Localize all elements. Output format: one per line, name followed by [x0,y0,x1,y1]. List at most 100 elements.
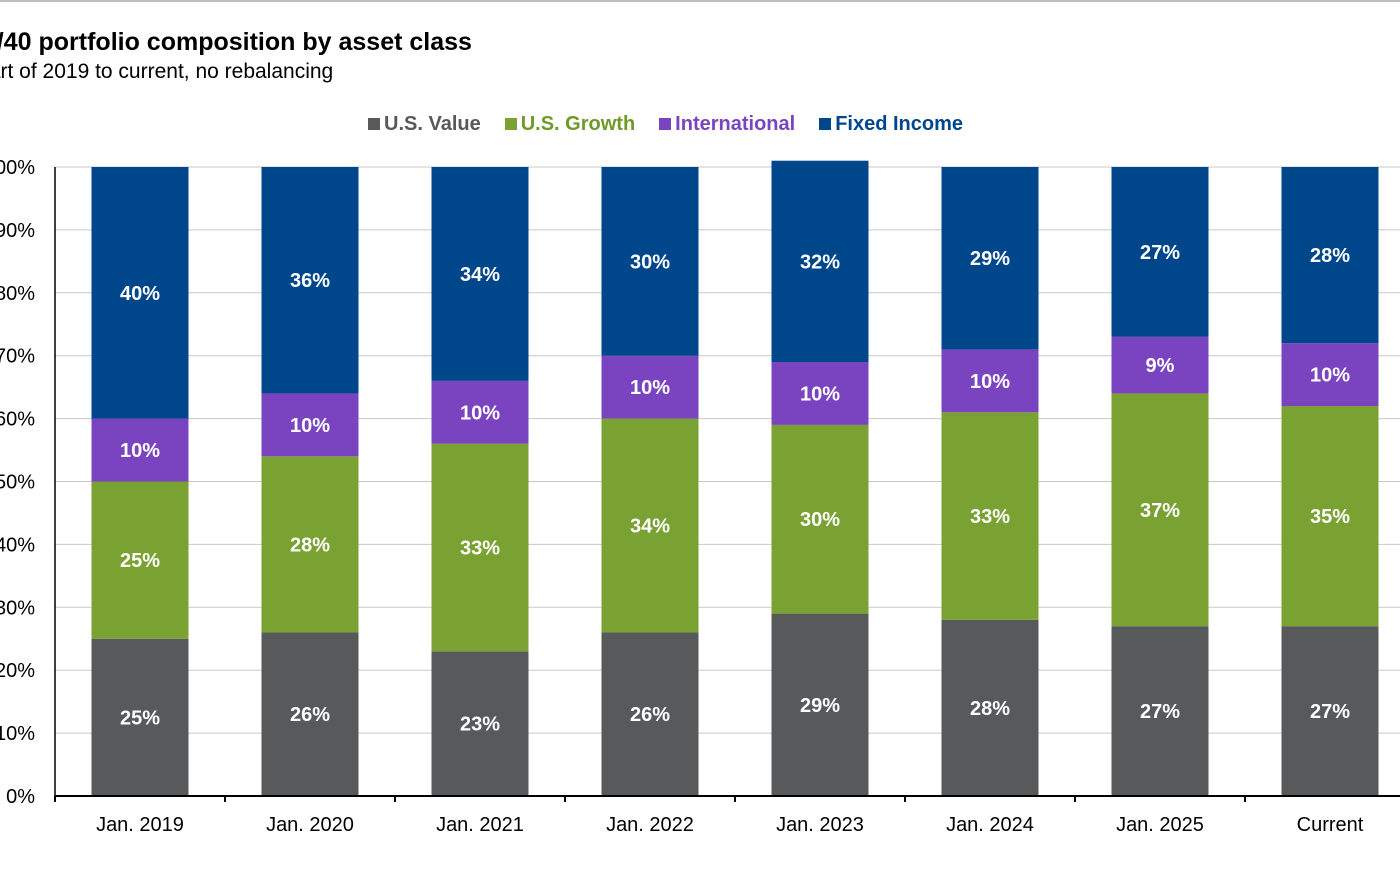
y-tick-label: 0% [6,786,35,808]
bar-segment-u-s-growth [1111,393,1209,627]
y-tick-label: 70% [0,346,35,368]
legend-item-international: International [659,113,795,136]
legend: U.S. Value U.S. Growth International Fix… [368,112,987,136]
x-tick-label: Jan. 2023 [776,814,864,836]
y-tick-label: 100% [0,157,35,179]
y-tick-label: 20% [0,660,35,682]
legend-label-international: International [675,112,796,135]
bar-segment-u-s-value [1111,626,1209,796]
bar-segment-fixed-income [91,167,189,419]
data-label: 37% [1140,500,1180,522]
bar-segment-international [261,393,359,457]
x-tick-label: Jan. 2024 [946,814,1034,836]
bar-segment-international [1111,336,1209,394]
legend-item-us-growth: U.S. Growth [504,112,636,136]
x-tick-label: Jan. 2025 [1116,814,1204,836]
x-tick-label: Jan. 2019 [96,814,184,836]
data-label: 10% [1310,365,1350,387]
legend-item-fixed-income: Fixed Income [819,113,963,136]
legend-swatch-fixed-income [819,118,832,130]
legend-label-us-value: U.S. Value [384,112,481,135]
data-label: 33% [460,538,500,560]
x-tick-label: Jan. 2021 [436,814,524,836]
data-label: 28% [290,534,330,556]
legend-item-us-value: U.S. Value [368,113,481,136]
data-label: 30% [630,251,670,273]
data-label: 28% [1310,245,1350,267]
legend-label-fixed-income: Fixed Income [835,112,963,135]
bar-segment-u-s-growth [261,456,359,633]
data-label: 27% [1310,701,1350,723]
bar-segment-international [1281,343,1379,407]
legend-label-us-growth: U.S. Growth [520,112,636,135]
bar-segment-u-s-value [771,613,869,796]
data-label: 28% [970,698,1010,720]
data-label: 10% [120,440,160,462]
bar-segment-fixed-income [1111,167,1209,337]
bar-segment-u-s-value [941,619,1039,796]
x-tick-label: Jan. 2022 [606,814,694,836]
data-label: 9% [1146,355,1175,377]
bar-segment-u-s-value [1281,626,1379,796]
data-label: 29% [970,248,1010,270]
legend-swatch-us-value [368,118,380,130]
legend-swatch-international [659,118,672,130]
bar-segment-u-s-value [601,632,699,796]
bar-segment-international [91,418,189,482]
data-label: 32% [800,251,840,273]
bar-segment-u-s-growth [431,443,529,652]
bar-segment-u-s-growth [601,418,699,633]
y-tick-label: 50% [0,472,35,494]
bar-segment-fixed-income [1281,167,1379,344]
bar-segment-fixed-income [601,167,699,356]
y-tick-label: 60% [0,409,35,431]
legend-swatch-us-growth [504,118,517,130]
data-label: 10% [630,377,670,399]
data-label: 27% [1140,701,1180,723]
bar-segment-international [431,380,529,444]
y-tick-label: 90% [0,220,35,242]
data-label: 36% [290,270,330,292]
y-tick-label: 10% [0,723,35,745]
bar-segment-international [601,355,699,419]
chart-title: 60/40 portfolio composition by asset cla… [0,28,472,56]
bar-segment-u-s-growth [91,481,189,639]
data-label: 34% [460,264,500,286]
y-tick-label: 40% [0,534,35,556]
data-label: 26% [290,704,330,726]
data-label: 33% [970,506,1010,528]
data-label: 25% [120,707,160,729]
bar-segment-fixed-income [771,160,869,362]
bar-segment-u-s-value [91,638,189,796]
y-tick-label: 80% [0,283,35,305]
data-label: 29% [800,695,840,717]
data-label: 40% [120,283,160,305]
bar-segment-fixed-income [941,167,1039,350]
bar-segment-u-s-growth [771,424,869,614]
top-rule [0,0,1400,2]
data-label: 27% [1140,242,1180,264]
bar-segment-u-s-value [261,632,359,796]
data-label: 34% [630,516,670,538]
bar-segment-international [941,349,1039,413]
chart-subtitle: Start of 2019 to current, no rebalancing [0,60,334,83]
bar-segment-u-s-growth [941,412,1039,620]
data-label: 26% [630,704,670,726]
data-label: 25% [120,550,160,572]
data-label: 30% [800,509,840,531]
x-tick-label: Jan. 2020 [266,814,354,836]
bar-segment-international [771,361,869,425]
bar-segment-fixed-income [431,167,529,381]
data-label: 35% [1310,506,1350,528]
bar-segment-u-s-growth [1281,406,1379,627]
data-label: 10% [970,371,1010,393]
data-label: 10% [290,415,330,437]
x-tick-label: Current [1297,814,1364,836]
y-tick-label: 30% [0,597,35,619]
data-label: 10% [460,402,500,424]
bar-segment-u-s-value [431,651,529,796]
data-label: 10% [800,383,840,405]
data-label: 23% [460,714,500,736]
bar-segment-fixed-income [261,167,359,394]
